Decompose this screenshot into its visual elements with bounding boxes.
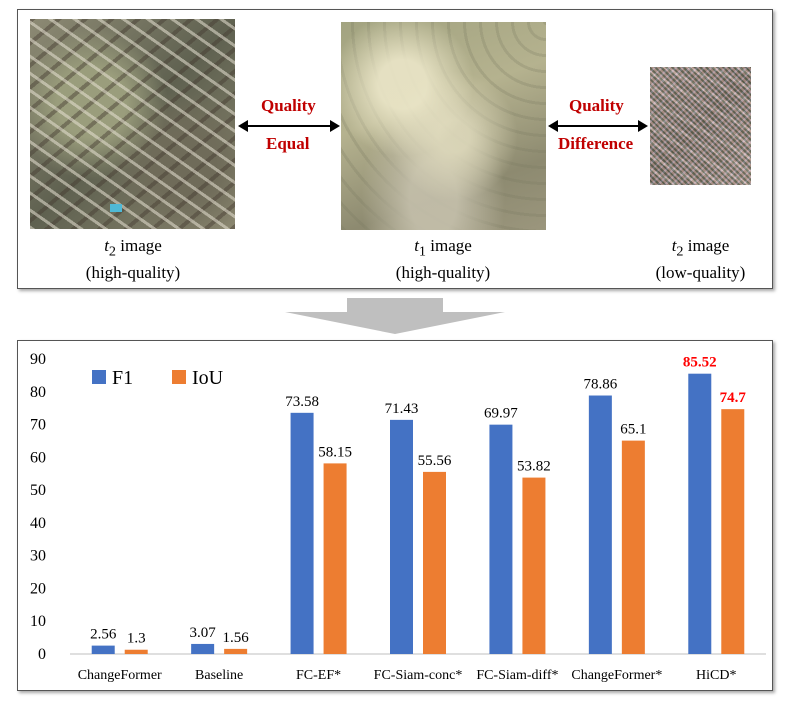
bar-iou xyxy=(423,471,446,654)
category-label: ChangeFormer xyxy=(78,668,162,683)
data-label-f1: 69.97 xyxy=(484,406,518,422)
caption-sub: 2 xyxy=(108,243,116,260)
y-tick-label: 20 xyxy=(30,580,46,597)
category-label: FC-EF* xyxy=(296,668,341,683)
y-tick-label: 0 xyxy=(38,646,46,663)
left-relation-line2: Equal xyxy=(266,134,310,153)
double-arrow-right-icon xyxy=(548,120,648,132)
bar-f1 xyxy=(390,419,413,654)
bar-f1 xyxy=(91,645,115,654)
double-arrow-left-icon xyxy=(238,120,340,132)
data-label-iou: 53.82 xyxy=(517,459,551,475)
y-tick-label: 30 xyxy=(30,548,46,565)
caption-quality: (low-quality) xyxy=(655,263,746,283)
caption-quality: (high-quality) xyxy=(395,263,491,283)
category-label: Baseline xyxy=(195,668,243,683)
pool-detail xyxy=(110,204,122,212)
caption-t2-low-quality: t2 image (low-quality) xyxy=(633,235,768,284)
bar-iou xyxy=(224,648,248,654)
data-label-f1: 3.07 xyxy=(190,625,217,641)
y-tick-label: 10 xyxy=(30,613,46,630)
caption-var: t xyxy=(671,236,677,255)
bar-f1 xyxy=(489,424,513,654)
image-comparison-panel: Quality Equal Quality Difference t2 imag… xyxy=(17,9,773,289)
bar-iou xyxy=(124,649,148,654)
legend-swatch-iou xyxy=(172,370,186,384)
bar-f1 xyxy=(290,412,314,654)
category-label: FC-Siam-diff* xyxy=(476,668,558,683)
legend-swatch-f1 xyxy=(92,370,106,384)
t2-low-quality-image xyxy=(650,67,751,185)
y-tick-label: 70 xyxy=(30,417,46,434)
caption-quality: (high-quality) xyxy=(85,263,181,283)
t2-high-quality-image xyxy=(30,19,235,229)
data-label-iou: 1.56 xyxy=(223,630,250,646)
bar-f1 xyxy=(688,373,712,654)
data-label-f1: 73.58 xyxy=(285,394,319,410)
data-label-iou: 1.3 xyxy=(127,631,146,647)
bar-f1 xyxy=(191,643,215,654)
caption-var: t xyxy=(414,236,419,255)
flow-down-arrow-icon xyxy=(285,298,505,334)
bar-iou xyxy=(323,463,347,654)
data-label-iou: 55.56 xyxy=(418,453,452,469)
right-relation-line2: Difference xyxy=(558,134,634,153)
legend-label-f1: F1 xyxy=(112,367,133,389)
category-label: FC-Siam-conc* xyxy=(374,668,463,683)
bar-chart: 0 10 20 30 40 50 60 70 80 90 2.56 1.3 ChangeFormer 3.… xyxy=(30,351,766,683)
caption-t2-high-quality: t2 image (high-quality) xyxy=(28,235,238,284)
results-chart-panel: 0 10 20 30 40 50 60 70 80 90 2.56 1.3 ChangeFormer 3.… xyxy=(17,340,773,691)
t1-high-quality-image xyxy=(341,22,546,230)
bar-iou xyxy=(621,440,645,654)
right-relation-line1: Quality xyxy=(569,96,624,115)
caption-word: image xyxy=(426,236,472,255)
y-tick-label: 50 xyxy=(30,482,46,499)
data-label-iou: 58.15 xyxy=(318,444,352,460)
data-label-f1: 71.43 xyxy=(385,401,419,417)
category-label: ChangeFormer* xyxy=(571,668,662,683)
caption-word: image xyxy=(683,236,730,255)
legend-label-iou: IoU xyxy=(192,367,224,389)
caption-sub: 1 xyxy=(418,243,426,260)
y-tick-label: 90 xyxy=(30,351,46,368)
data-label-f1: 85.52 xyxy=(683,355,717,371)
y-tick-label: 40 xyxy=(30,515,46,532)
category-label: HiCD* xyxy=(696,668,736,683)
bar-iou xyxy=(721,409,745,654)
data-label-f1: 78.86 xyxy=(583,377,617,393)
data-label-f1: 2.56 xyxy=(90,627,117,643)
caption-var: t xyxy=(104,236,109,255)
bar-iou xyxy=(522,477,546,654)
bar-f1 xyxy=(588,395,612,654)
y-tick-label: 60 xyxy=(30,449,46,466)
caption-sub: 2 xyxy=(676,243,684,260)
y-tick-label: 80 xyxy=(30,384,46,401)
data-label-iou: 74.7 xyxy=(720,390,747,406)
caption-t1-high-quality: t1 image (high-quality) xyxy=(338,235,548,284)
caption-word: image xyxy=(116,236,162,255)
left-relation-line1: Quality xyxy=(261,96,316,115)
data-label-iou: 65.1 xyxy=(620,422,646,438)
